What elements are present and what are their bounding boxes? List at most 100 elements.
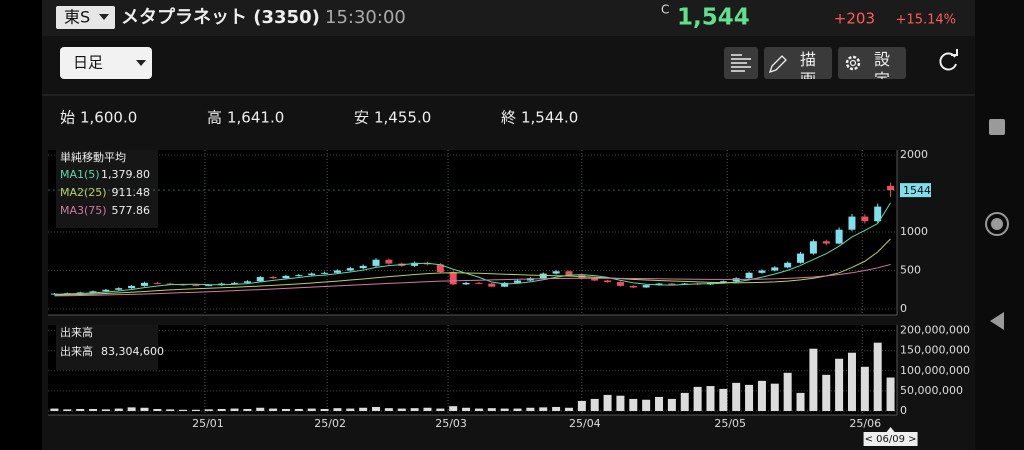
candle-body [514,280,522,283]
volume-bar [89,408,98,411]
nav-back[interactable] [990,312,1004,330]
candle-body [591,278,599,281]
volume-bar [423,407,432,411]
ma-line [54,264,891,297]
last-price: 1,544 [677,5,750,31]
volume-bar [333,408,342,411]
legend-value: 911.48 [112,186,151,199]
legend-name: MA3(75) [60,204,107,217]
candle-body [359,265,367,269]
legend-name: MA2(25) [60,186,107,199]
volume-bar [873,342,882,411]
candle-body [835,229,843,244]
volume-bar [50,408,59,411]
volume-bar [127,407,136,411]
volume-bar [655,396,664,411]
x-tick-label: 25/06 [849,417,881,430]
gear-hub [849,59,857,67]
candle-body [256,277,264,282]
cursor-pointer [886,427,895,432]
x-tick-label: 25/03 [435,417,467,430]
y-tick-label: 2000 [900,148,928,161]
price-flag: C [661,3,669,17]
volume-bar [526,407,535,411]
candle-body [89,291,97,293]
quote-label: 終 [501,109,516,127]
volume-bar [745,384,754,411]
price-change: +203 [834,10,875,28]
candle-body [809,241,817,254]
nav-recents[interactable] [989,119,1005,135]
quote-time: 15:30:00 [325,7,406,28]
legend-name: MA1(5) [60,168,100,181]
volume-bar [809,348,818,411]
y-tick-label: 0 [900,302,907,315]
candle-body [822,241,830,244]
volume-bar [410,408,419,411]
draw-label-clip: 描画 [800,50,816,89]
volume-bar [590,398,599,411]
x-tick-label: 25/04 [569,417,601,430]
volume-bar [886,377,895,411]
candle-body [243,281,251,283]
volume-bar [860,366,869,411]
candle-body [153,282,161,284]
quote-value: 1,641.0 [227,109,284,127]
candle-body [269,277,277,279]
y-tick-label: 200,000,000 [900,324,970,337]
indicator-icon [731,54,751,72]
volume-bar [500,408,509,411]
price-tag [900,183,931,198]
volume-bar [153,408,162,411]
candle-body [321,272,329,274]
candle-body [861,216,869,222]
candle-body [604,280,612,283]
volume-bar [166,409,175,411]
nav-home-dot [991,218,1003,230]
volume-bar [693,386,702,411]
volume-bar [346,408,355,411]
refresh-icon[interactable] [939,52,957,71]
volume-bar [179,409,188,411]
candle-body [565,271,573,276]
candle-body [102,289,110,292]
quote-label: 始 [60,109,75,127]
y-tick-label: 150,000,000 [900,344,970,357]
volume-bar [230,408,239,411]
gear-icon [845,55,861,71]
panel [48,325,897,415]
candle-body [745,272,753,279]
volume-bar [577,400,586,411]
draw-button[interactable] [764,47,832,79]
cursor-label: < 06/09 > [865,434,917,445]
volume-bar [847,352,856,411]
market-select[interactable] [56,6,115,29]
cursor-box [863,432,918,446]
settings-button[interactable] [838,47,906,79]
candle-body [411,262,419,266]
candle-body [192,285,200,287]
volume-bar [706,386,715,411]
candle-body [501,282,509,287]
y-tick-label: 500 [900,263,921,276]
volume-bar [320,408,329,411]
nav-home[interactable] [985,212,1009,236]
quote-label: 高 [207,109,222,127]
candle-body [205,285,213,287]
candle-body [436,264,444,273]
x-tick-label: 25/05 [714,417,746,430]
volume-bar [384,408,393,411]
candle-body [771,267,779,271]
legend-box [56,325,158,370]
volume-bar [63,409,72,411]
draw-label: 描画 [800,50,816,89]
period-select[interactable] [60,47,152,79]
candle-body [372,259,380,266]
candle-body [629,285,637,288]
volume-bar [680,392,689,411]
candle-body [719,281,727,283]
candle-body [346,268,354,271]
volume-bar [564,407,573,411]
volume-bar [783,372,792,411]
